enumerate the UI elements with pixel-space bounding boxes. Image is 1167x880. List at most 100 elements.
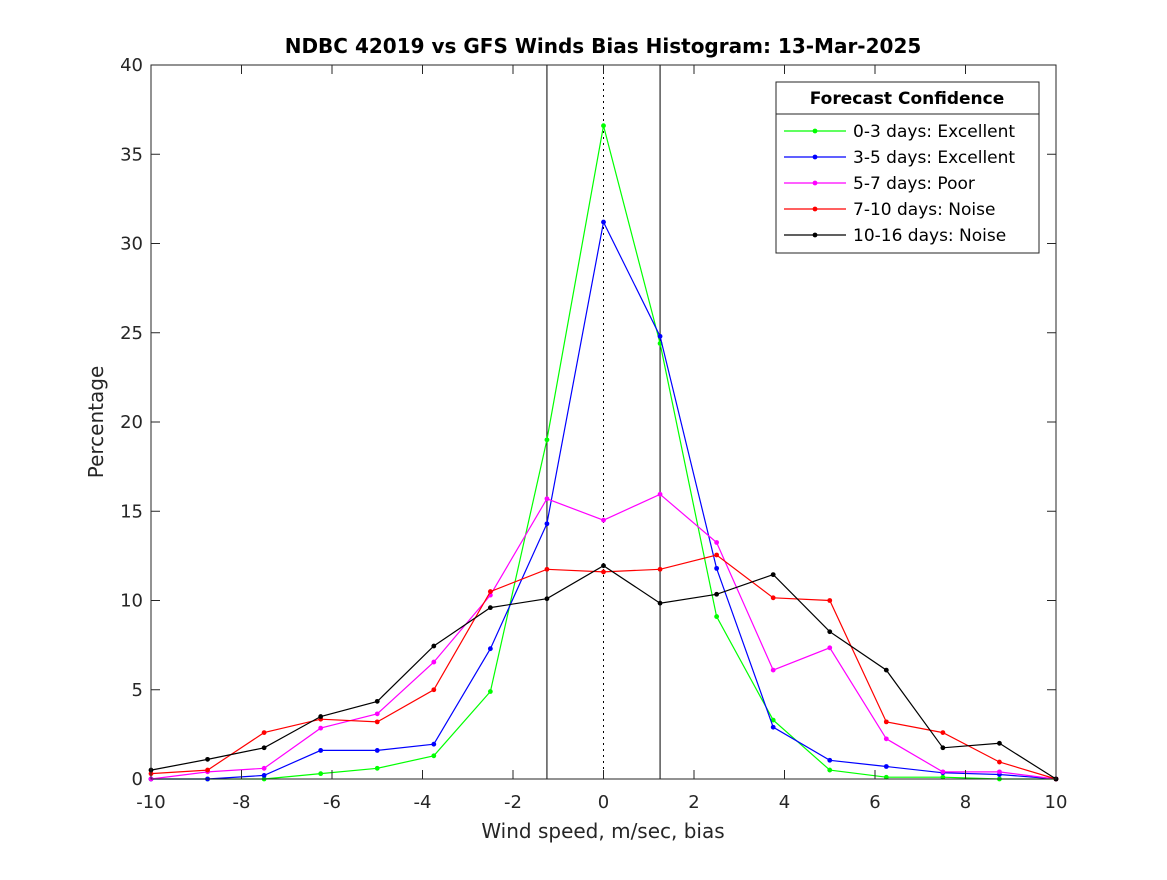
data-point [544, 496, 550, 502]
chart-title: NDBC 42019 vs GFS Winds Bias Histogram: … [285, 34, 922, 58]
legend-item: 0-3 days: Excellent [784, 122, 1015, 142]
series-layer [148, 123, 1059, 782]
data-point [770, 724, 776, 730]
data-point [657, 600, 663, 606]
y-tick-label: 15 [120, 501, 143, 522]
x-tick-label: 10 [1045, 792, 1068, 813]
x-axis: -10 -8 -6 -4 -2 0 2 4 6 8 10 [136, 65, 1067, 813]
x-tick-label: 2 [688, 792, 699, 813]
data-point [827, 629, 833, 635]
legend-swatch-marker [812, 154, 818, 160]
legend-item: 10-16 days: Noise [784, 226, 1006, 246]
legend-item: 7-10 days: Noise [784, 200, 995, 220]
legend-label: 0-3 days: Excellent [853, 122, 1015, 142]
data-point [770, 667, 776, 673]
legend-swatch-marker [812, 206, 818, 212]
data-point [261, 745, 267, 751]
data-point [261, 765, 267, 771]
x-tick-label: -4 [414, 792, 432, 813]
data-point [205, 756, 210, 762]
data-point [487, 605, 493, 611]
series-5 [148, 563, 1059, 782]
legend-swatch-marker [812, 232, 818, 238]
legend-items: 0-3 days: Excellent 3-5 days: Excellent 5-… [784, 122, 1015, 246]
data-point [940, 730, 946, 735]
data-point [374, 765, 380, 771]
legend-item: 5-7 days: Poor [784, 174, 975, 194]
data-point [883, 736, 889, 742]
data-point [657, 333, 663, 339]
data-point [601, 569, 606, 575]
data-point [714, 591, 720, 597]
y-tick-label: 25 [120, 323, 143, 344]
y-tick-label: 10 [120, 591, 143, 612]
legend-box [775, 81, 1040, 254]
data-point [431, 643, 437, 649]
data-point [487, 646, 493, 652]
data-point [940, 769, 946, 775]
data-point [714, 614, 720, 619]
data-point [431, 741, 437, 747]
data-point [544, 596, 550, 602]
data-point [827, 598, 833, 603]
data-point [487, 589, 493, 594]
legend-item: 3-5 days: Excellent [784, 148, 1015, 168]
data-point [374, 748, 380, 753]
data-point [827, 757, 833, 763]
legend-swatch-marker [812, 128, 818, 134]
y-axis: 0 5 10 15 20 25 30 35 40 [120, 55, 1056, 790]
data-point [205, 767, 210, 773]
x-axis-label: Wind speed, m/sec, bias [481, 819, 724, 843]
data-point [487, 689, 493, 694]
data-point [261, 773, 267, 778]
y-tick-label: 40 [120, 55, 143, 76]
data-point [431, 687, 437, 693]
data-point [940, 745, 946, 751]
data-point [657, 491, 663, 497]
x-tick-label: -6 [323, 792, 341, 813]
y-axis-label: Percentage [84, 366, 108, 479]
data-point [374, 698, 380, 704]
x-tick-label: -8 [233, 792, 251, 813]
data-point [883, 774, 889, 780]
legend-label: 3-5 days: Excellent [853, 148, 1015, 168]
y-tick-label: 30 [120, 234, 143, 255]
x-tick-label: 0 [598, 792, 609, 813]
data-point [318, 725, 324, 731]
data-point [883, 764, 889, 769]
data-point [827, 767, 833, 773]
legend-swatch-marker [812, 180, 818, 186]
data-point [601, 123, 606, 129]
data-point [940, 774, 946, 780]
data-point [431, 753, 437, 759]
data-point [431, 659, 437, 665]
data-point [827, 645, 833, 651]
reference-lines [546, 65, 661, 779]
x-tick-label: -2 [504, 792, 522, 813]
y-tick-label: 20 [120, 412, 143, 433]
data-point [714, 565, 720, 571]
y-tick-label: 35 [120, 144, 143, 165]
x-tick-label: 8 [960, 792, 971, 813]
data-point [657, 566, 663, 572]
legend-label: 5-7 days: Poor [853, 174, 975, 194]
data-point [318, 748, 324, 753]
data-point [261, 730, 267, 735]
legend-label: 7-10 days: Noise [853, 200, 995, 220]
data-point [714, 540, 720, 545]
data-point [883, 667, 889, 673]
y-tick-label: 5 [132, 680, 143, 701]
data-point [374, 719, 380, 725]
data-point [601, 517, 606, 523]
data-point [883, 719, 889, 725]
data-point [770, 717, 776, 723]
data-point [544, 437, 550, 443]
data-point [544, 521, 550, 527]
data-point [318, 714, 324, 719]
legend-label: 10-16 days: Noise [853, 226, 1006, 246]
legend: Forecast Confidence 0-3 days: Excellent 3… [775, 81, 1040, 254]
data-point [714, 552, 720, 558]
x-tick-label: 6 [869, 792, 880, 813]
